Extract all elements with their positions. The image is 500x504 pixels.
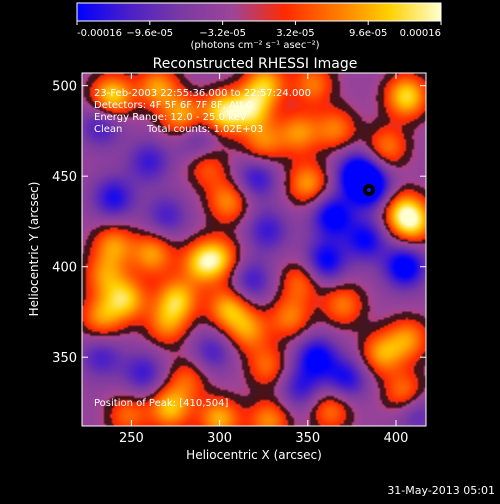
energy-range-label: Energy Range: 12.0 - 25.0 keV [94, 112, 247, 123]
x-axis-label: Heliocentric X (arcsec) [186, 448, 322, 462]
peak-marker [363, 184, 375, 196]
peak-position-label: Position of Peak: [410,504] [94, 398, 228, 409]
colorbar-tick-label: −3.2e-05 [199, 28, 246, 39]
algorithm-label: Clean [94, 124, 122, 135]
y-tick-label: 500 [52, 80, 77, 95]
detectors-label: Detectors: 4F 5F 6F 7F 8F, Att 0 [94, 100, 253, 111]
y-axis-ticks: 350 400 450 500 [52, 80, 426, 366]
plot-frame [81, 72, 427, 427]
x-tick-label: 300 [207, 431, 232, 446]
colorbar-units: (photons cm⁻² s⁻¹ asec⁻²) [190, 40, 319, 51]
time-range-label: 23-Feb-2003 22:55:36.000 to 22:57:24.000 [94, 88, 311, 99]
colorbar-tick-label: 9.6e-05 [349, 28, 387, 39]
y-tick-label: 400 [52, 261, 77, 276]
colorbar-ticks: -0.00016 −9.6e-05 −3.2e-05 3.2e-05 9.6e-05 0.… [76, 21, 442, 39]
footer-date: 31-May-2013 05:01 [387, 484, 495, 497]
total-counts-label: Total counts: 1.02E+03 [146, 124, 263, 135]
y-axis-label: Heliocentric Y (arcsec) [27, 182, 41, 317]
chart-title: Reconstructed RHESSI Image [153, 56, 358, 72]
colorbar: -0.00016 −9.6e-05 −3.2e-05 3.2e-05 9.6e-05 0.… [76, 2, 442, 51]
colorbar-tick-label: −9.6e-05 [126, 28, 173, 39]
x-tick-label: 250 [119, 431, 144, 446]
colorbar-tick-label: -0.00016 [77, 28, 122, 39]
colorbar-tick-label: 0.00016 [400, 28, 441, 39]
annotations: 23-Feb-2003 22:55:36.000 to 22:57:24.000… [94, 88, 311, 409]
x-axis-ticks: 250 300 350 400 [119, 73, 408, 446]
x-tick-label: 400 [384, 431, 409, 446]
colorbar-gradient [76, 2, 442, 22]
heatmap-image [82, 73, 426, 426]
plot-area [81, 72, 427, 427]
x-tick-label: 350 [295, 431, 320, 446]
y-tick-label: 450 [52, 170, 77, 185]
colorbar-tick-label: 3.2e-05 [276, 28, 314, 39]
y-tick-label: 350 [52, 351, 77, 366]
